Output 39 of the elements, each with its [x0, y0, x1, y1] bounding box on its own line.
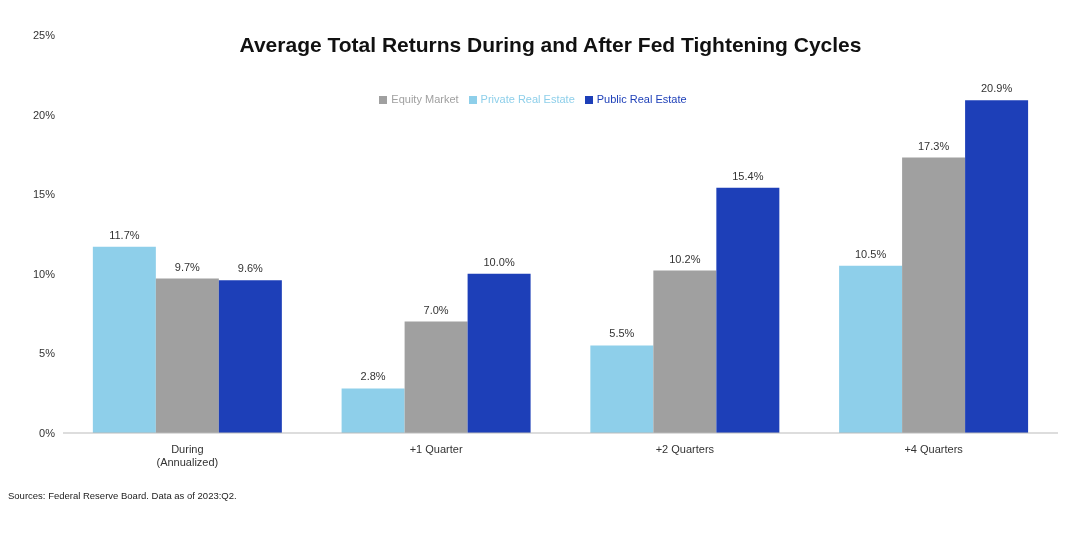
x-tick-label: +1 Quarter: [409, 443, 463, 455]
bar: [902, 157, 966, 433]
data-label: 20.9%: [981, 82, 1013, 95]
data-label: 9.7%: [174, 260, 201, 273]
bar: [404, 321, 468, 433]
data-label: 9.6%: [237, 262, 264, 275]
legend-label: Equity Market: [391, 93, 459, 105]
bar: [716, 187, 780, 433]
bar: [653, 270, 717, 433]
data-label: 17.3%: [918, 139, 950, 152]
y-tick-label: 0%: [39, 426, 56, 439]
y-tick-label: 10%: [32, 267, 56, 280]
bar: [155, 278, 219, 433]
data-label: 11.7%: [109, 228, 140, 241]
data-label: 15.4%: [732, 169, 764, 182]
bar: [965, 100, 1029, 433]
legend-label: Private Real Estate: [480, 93, 575, 105]
data-label: 10.0%: [483, 255, 515, 268]
data-label: 10.5%: [855, 247, 887, 260]
x-tick-label: +2 Quarters: [655, 443, 715, 455]
bar: [92, 246, 156, 433]
bar: [218, 280, 282, 433]
data-label: 10.2%: [669, 252, 701, 265]
bar: [590, 345, 654, 433]
source-note: Sources: Federal Reserve Board. Data as of 2023:Q2.: [8, 490, 237, 501]
data-label: 2.8%: [360, 370, 386, 383]
y-tick-label: 20%: [32, 108, 56, 121]
x-tick-label: During (Annualized): [156, 443, 219, 468]
bar: [467, 273, 531, 433]
y-tick-label: 25%: [32, 28, 56, 41]
legend-label: Public Real Estate: [596, 93, 687, 105]
data-label: 5.5%: [609, 327, 635, 340]
data-label: 7.0%: [423, 303, 449, 316]
y-tick-label: 5%: [39, 347, 56, 360]
chart-title: Average Total Returns During and After Fed Tightening Cycles: [239, 33, 862, 56]
bar: [341, 388, 405, 433]
x-tick-label: +4 Quarters: [904, 443, 964, 455]
bar: [839, 265, 903, 433]
y-tick-label: 15%: [32, 188, 56, 201]
